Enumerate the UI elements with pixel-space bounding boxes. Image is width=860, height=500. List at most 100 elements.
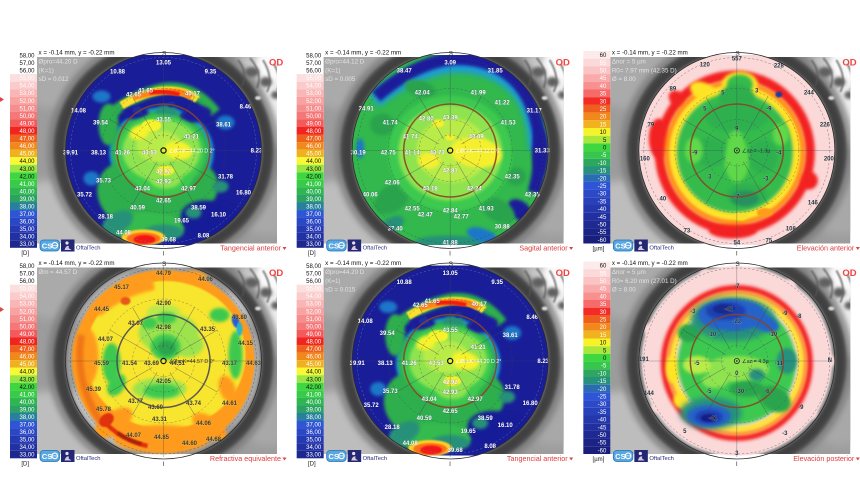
svg-text:-3: -3 xyxy=(782,431,788,437)
svg-text:42.92: 42.92 xyxy=(443,380,459,386)
svg-text:-5: -5 xyxy=(694,361,700,367)
svg-text:5: 5 xyxy=(721,91,725,97)
svg-text:42.24: 42.24 xyxy=(467,187,483,193)
svg-text:∠az = -1.3µ: ∠az = -1.3µ xyxy=(742,149,771,155)
svg-text:3: 3 xyxy=(708,175,712,181)
svg-text:∠az = 4.3µ: ∠az = 4.3µ xyxy=(742,359,769,365)
svg-text:30.19: 30.19 xyxy=(351,151,367,157)
svg-text:42.77: 42.77 xyxy=(454,215,470,221)
svg-text:42.84: 42.84 xyxy=(443,209,459,215)
svg-text:x = -0.14 mm, y = -0.22 mm: x = -0.14 mm, y = -0.22 mm xyxy=(612,50,688,57)
svg-text:41.14: 41.14 xyxy=(405,151,421,157)
svg-text:-9: -9 xyxy=(798,405,804,411)
svg-text:89: 89 xyxy=(669,87,676,93)
svg-text:42.65: 42.65 xyxy=(126,93,142,99)
svg-text:sD = 0.015: sD = 0.015 xyxy=(325,287,356,294)
svg-text:42.04: 42.04 xyxy=(415,91,431,97)
svg-text:44.79: 44.79 xyxy=(156,271,172,277)
svg-text:-11: -11 xyxy=(775,361,784,367)
svg-text:-9: -9 xyxy=(766,107,772,113)
svg-text:∠ØsnK=44.12 D 5°: ∠ØsnK=44.12 D 5° xyxy=(455,149,501,155)
svg-text:31.17: 31.17 xyxy=(527,109,543,115)
svg-text:5: 5 xyxy=(703,107,707,113)
svg-text:200: 200 xyxy=(824,157,835,163)
svg-text:8.46: 8.46 xyxy=(526,315,538,321)
svg-text:5: 5 xyxy=(683,429,687,435)
svg-text:34.91: 34.91 xyxy=(359,107,375,113)
svg-text:16.80: 16.80 xyxy=(236,191,252,197)
svg-text:43.53: 43.53 xyxy=(142,151,158,157)
svg-text:41.21: 41.21 xyxy=(184,135,200,141)
svg-text:x = -0.14 mm, y = -0.22 mm: x = -0.14 mm, y = -0.22 mm xyxy=(39,260,115,267)
svg-text:S: S xyxy=(449,261,454,268)
svg-text:45.59: 45.59 xyxy=(94,361,110,367)
svg-text:79: 79 xyxy=(647,123,654,129)
svg-text:44.08: 44.08 xyxy=(116,231,132,237)
svg-text:43.55: 43.55 xyxy=(443,328,459,334)
svg-text:I: I xyxy=(736,251,738,258)
svg-text:OD: OD xyxy=(556,268,570,279)
svg-text:R0= 6.20 mm (27.01 D): R0= 6.20 mm (27.01 D) xyxy=(612,278,677,285)
svg-text:Δnor = 5 µm: Δnor = 5 µm xyxy=(612,269,646,276)
svg-text:44.51: 44.51 xyxy=(170,361,186,367)
svg-text:43.55: 43.55 xyxy=(156,118,172,124)
svg-text:40.59: 40.59 xyxy=(417,416,433,422)
svg-text:19.65: 19.65 xyxy=(174,219,190,225)
svg-text:-8: -8 xyxy=(796,314,802,320)
svg-text:75: 75 xyxy=(765,239,772,245)
svg-text:x = -0.14 mm, y = -0.22 mm: x = -0.14 mm, y = -0.22 mm xyxy=(612,260,688,267)
svg-text:3: 3 xyxy=(755,89,759,95)
svg-text:9.35: 9.35 xyxy=(491,280,503,286)
svg-text:42.98: 42.98 xyxy=(156,325,172,331)
svg-text:43.73: 43.73 xyxy=(430,151,446,157)
svg-text:Sagital anterior: Sagital anterior xyxy=(519,244,568,253)
svg-text:28.18: 28.18 xyxy=(98,215,114,221)
svg-text:120: 120 xyxy=(700,63,711,69)
svg-text:44.60: 44.60 xyxy=(182,441,198,447)
svg-text:-7: -7 xyxy=(734,284,740,290)
svg-text:42.35: 42.35 xyxy=(505,175,521,181)
svg-text:OD: OD xyxy=(842,268,856,279)
svg-text:38.59: 38.59 xyxy=(191,206,207,212)
svg-text:44.15: 44.15 xyxy=(238,341,254,347)
svg-text:Δnor = 5 µm: Δnor = 5 µm xyxy=(612,59,646,66)
svg-text:Elevación posterior: Elevación posterior xyxy=(793,454,855,463)
svg-text:-6: -6 xyxy=(764,389,770,395)
svg-text:31.33: 31.33 xyxy=(535,149,551,155)
svg-text:226: 226 xyxy=(820,123,831,129)
svg-text:x = -0.14 mm, y = -0.22 mm: x = -0.14 mm, y = -0.22 mm xyxy=(325,260,401,267)
svg-text:44.06: 44.06 xyxy=(198,277,214,283)
svg-text:Øpro=44.12 D: Øpro=44.12 D xyxy=(325,59,365,66)
svg-text:43.17: 43.17 xyxy=(222,361,238,367)
svg-text:19.65: 19.65 xyxy=(461,429,477,435)
svg-text:-7: -7 xyxy=(734,195,740,201)
svg-text:10.88: 10.88 xyxy=(397,280,413,286)
svg-text:(K=1): (K=1) xyxy=(39,67,54,74)
svg-text:9: 9 xyxy=(735,127,739,133)
svg-text:73: 73 xyxy=(683,229,690,235)
svg-text:31.78: 31.78 xyxy=(218,175,234,181)
svg-text:41.53: 41.53 xyxy=(501,121,517,127)
svg-text:44.07: 44.07 xyxy=(98,337,114,343)
svg-text:43.31: 43.31 xyxy=(152,417,168,423)
svg-text:39.68: 39.68 xyxy=(161,238,177,244)
svg-text:43.09: 43.09 xyxy=(469,135,485,141)
svg-text:54: 54 xyxy=(733,241,740,247)
svg-text:35.72: 35.72 xyxy=(364,403,380,409)
svg-text:S: S xyxy=(735,261,740,268)
svg-text:42.97: 42.97 xyxy=(181,187,197,193)
svg-text:-10: -10 xyxy=(768,332,777,338)
svg-text:28.18: 28.18 xyxy=(385,425,401,431)
svg-text:43.18: 43.18 xyxy=(423,187,439,193)
svg-text:43.80: 43.80 xyxy=(232,315,248,321)
svg-text:41.74: 41.74 xyxy=(383,121,399,127)
svg-text:-22: -22 xyxy=(732,319,741,325)
svg-text:OD: OD xyxy=(269,268,283,279)
svg-text:I: I xyxy=(449,251,451,258)
svg-text:40.17: 40.17 xyxy=(185,92,201,98)
svg-text:-9: -9 xyxy=(692,151,698,157)
svg-text:41.22: 41.22 xyxy=(495,101,511,107)
svg-text:39.54: 39.54 xyxy=(380,331,396,337)
svg-text:43.04: 43.04 xyxy=(422,397,438,403)
svg-text:44.45: 44.45 xyxy=(94,307,110,313)
